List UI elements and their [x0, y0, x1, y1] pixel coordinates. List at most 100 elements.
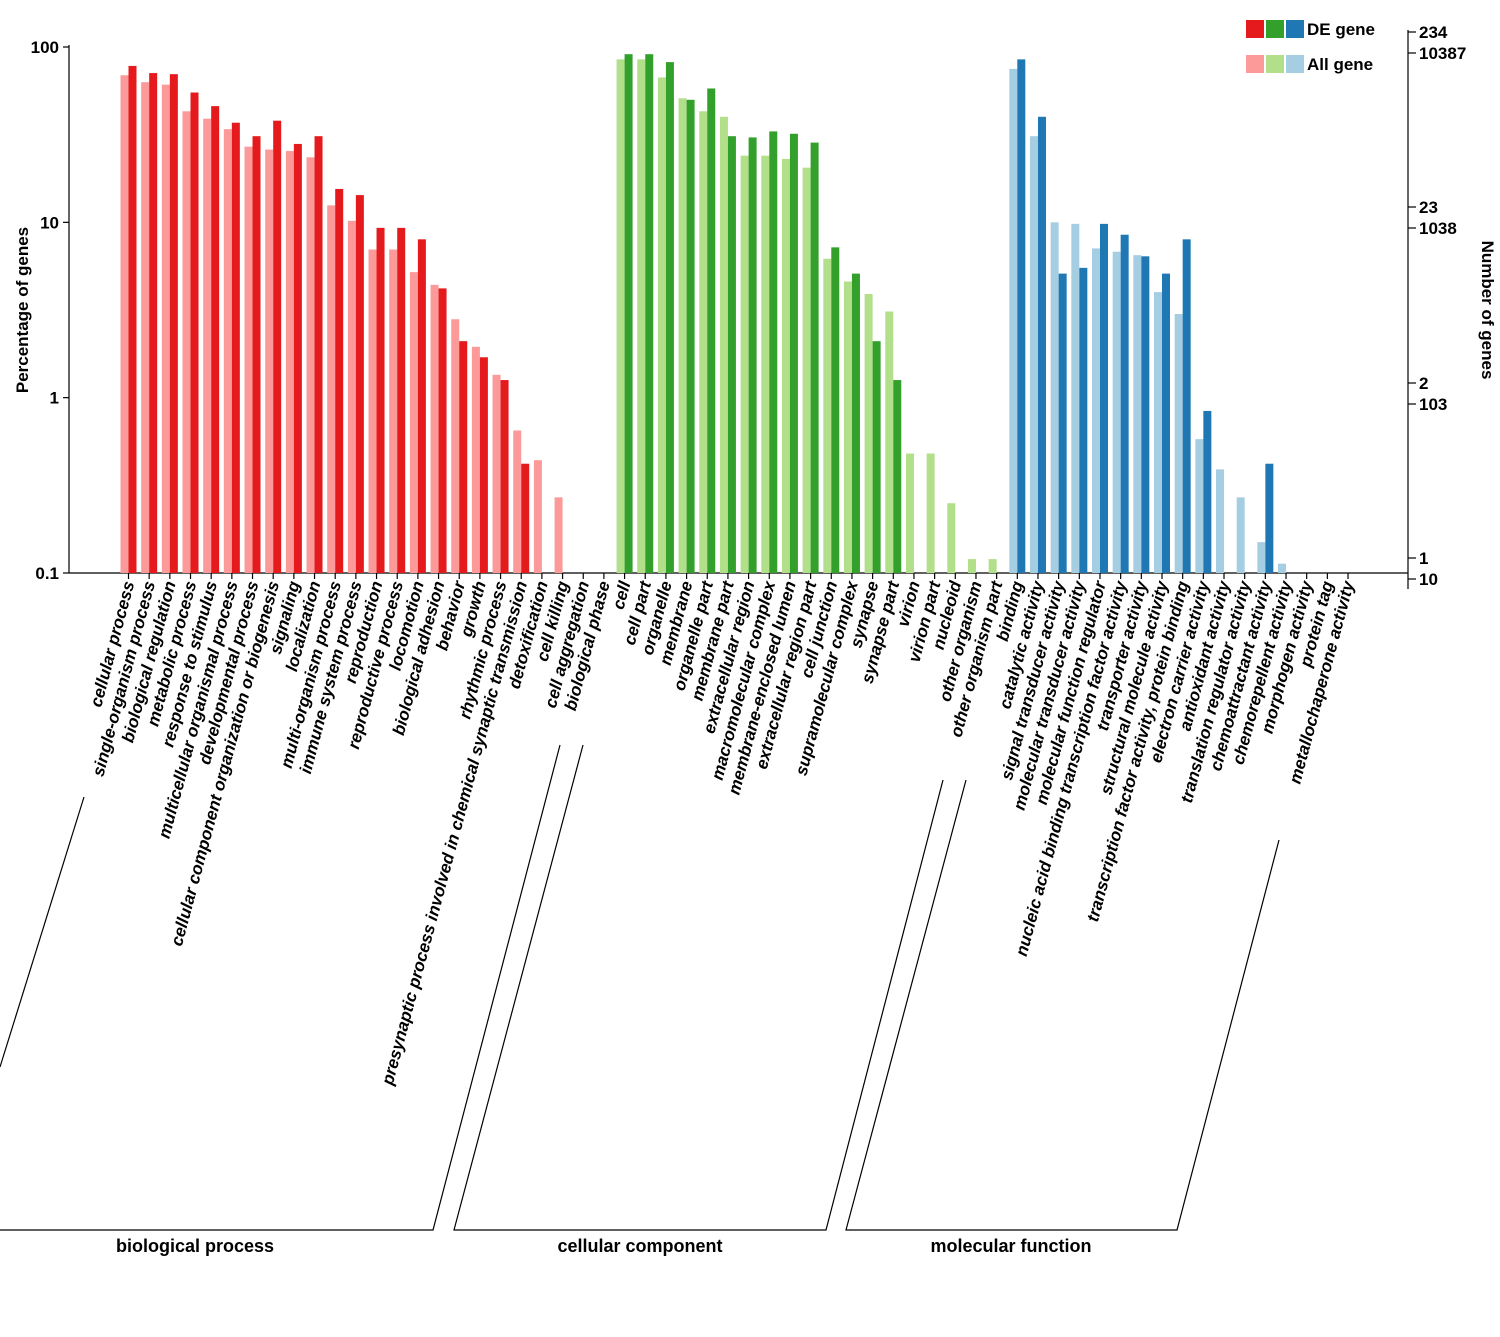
bar-de-metabolic-process — [190, 92, 199, 573]
bar-de-membrane-enclosed-lumen — [789, 133, 798, 573]
bar-all-locomotion — [409, 272, 418, 573]
bar-all-rhythmic-process — [492, 374, 501, 573]
group-label-cellular-component: cellular component — [557, 1236, 722, 1256]
bar-de-catalytic-activity — [1037, 116, 1046, 573]
bar-de-biological-regulation — [169, 74, 178, 573]
bar-all-other-organism — [967, 559, 976, 573]
bar-all-biological-regulation — [161, 84, 170, 574]
bar-de-locomotion — [417, 239, 426, 573]
bar-all-chemoattractant-activity — [1257, 542, 1266, 573]
bar-all-detoxification — [533, 460, 542, 573]
bar-all-catalytic-activity — [1029, 136, 1038, 573]
y-tick-label: 1 — [50, 389, 59, 408]
bar-de-synapse-part — [893, 380, 902, 573]
bar-all-cell — [616, 59, 625, 573]
bracket-cellular-component — [453, 744, 944, 1231]
bar-de-molecular-transducer-activity — [1079, 267, 1088, 573]
bar-all-virion-part — [926, 453, 935, 573]
bar-all-molecular-function-regulator — [1091, 248, 1100, 573]
bar-de-reproduction — [376, 227, 385, 574]
bar-all-localization — [306, 157, 315, 573]
right-tick-label-all: 1038 — [1419, 219, 1457, 238]
bar-de-membrane — [686, 99, 695, 574]
legend-swatch-all — [1266, 55, 1284, 73]
bar-all-reproduction — [368, 249, 377, 574]
bar-de-signaling — [293, 143, 302, 573]
right-tick-label-de: 2 — [1419, 374, 1428, 393]
bar-de-cellular-component-organization-or-biogenesis — [273, 120, 282, 573]
y-tick-label: 10 — [40, 213, 59, 232]
bar-de-nucleic-acid-binding-transcription-factor-activity — [1120, 234, 1129, 573]
bar-all-cellular-component-organization-or-biogenesis — [265, 149, 274, 573]
bar-all-immune-system-process — [347, 220, 356, 573]
bar-all-supramolecular-complex — [843, 281, 852, 573]
right-tick-label-de: 23 — [1419, 198, 1438, 217]
group-label-molecular-function: molecular function — [930, 1236, 1091, 1256]
legend-label-de: DE gene — [1307, 20, 1375, 39]
bar-de-macromolecular-complex — [769, 131, 778, 573]
bar-de-extracellular-region-part — [810, 142, 819, 573]
bar-all-electron-carrier-activity — [1195, 439, 1204, 573]
right-axis-title: Number of genes — [1478, 241, 1497, 380]
bar-all-chemorepellent-activity — [1278, 563, 1287, 573]
bar-de-molecular-function-regulator — [1099, 223, 1108, 573]
bar-de-binding — [1017, 59, 1026, 573]
bar-all-nucleic-acid-binding-transcription-factor-activity — [1112, 251, 1121, 573]
bar-all-cell-killing — [554, 497, 563, 573]
bar-de-synapse — [872, 341, 881, 573]
bar-all-growth — [471, 346, 480, 573]
bar-all-molecular-transducer-activity — [1071, 223, 1080, 573]
y-tick-label: 100 — [31, 38, 59, 57]
legend-swatch-de — [1286, 20, 1304, 38]
bar-de-biological-adhesion — [438, 288, 447, 573]
bar-all-macromolecular-complex — [761, 155, 770, 574]
bar-all-cell-junction — [823, 258, 832, 573]
bar-all-single-organism-process — [141, 82, 150, 574]
bar-de-rhythmic-process — [500, 380, 509, 573]
bar-de-response-to-stimulus — [211, 106, 220, 573]
bar-all-presynaptic-process-involved-in-chemical-synaptic-transmission — [513, 430, 522, 573]
bracket-molecular-function — [845, 779, 1280, 1231]
bar-de-chemoattractant-activity — [1265, 463, 1274, 573]
bar-all-extracellular-region-part — [802, 167, 811, 573]
bar-de-organelle-part — [707, 88, 716, 574]
bar-de-presynaptic-process-involved-in-chemical-synaptic-transmission — [521, 463, 530, 573]
bar-all-antioxidant-activity — [1216, 469, 1225, 573]
bar-all-signaling — [285, 151, 294, 573]
bar-all-virion — [905, 453, 914, 573]
bar-de-behavior — [459, 341, 468, 573]
bar-de-structural-molecule-activity — [1162, 273, 1170, 573]
bar-all-multi-organism-process — [327, 205, 336, 573]
bar-all-translation-regulator-activity — [1236, 497, 1245, 573]
right-tick-label-de: 1 — [1419, 549, 1428, 568]
legend-swatch-all — [1286, 55, 1304, 73]
legend-label-all: All gene — [1307, 55, 1373, 74]
y-axis-title: Percentage of genes — [13, 227, 32, 393]
bar-all-binding — [1009, 68, 1018, 574]
bar-all-extracellular-region — [740, 155, 749, 574]
bar-de-multi-organism-process — [335, 188, 344, 573]
bar-de-localization — [314, 136, 323, 573]
bar-all-biological-adhesion — [430, 284, 439, 573]
bar-de-membrane-part — [727, 136, 736, 573]
bar-de-cell-part — [645, 54, 654, 574]
bar-de-extracellular-region — [748, 137, 757, 573]
bar-all-signal-transducer-activity — [1050, 222, 1059, 574]
bar-de-cell — [624, 54, 633, 574]
bar-all-reproductive-process — [389, 249, 398, 574]
bar-de-organelle — [665, 62, 674, 574]
bar-all-nucleoid — [947, 503, 956, 573]
bar-de-signal-transducer-activity — [1058, 273, 1067, 573]
bar-de-multicellular-organismal-process — [231, 122, 240, 574]
bar-de-supramolecular-complex — [851, 273, 860, 573]
bar-de-immune-system-process — [355, 195, 364, 573]
legend-swatch-de — [1246, 20, 1264, 38]
bar-all-behavior — [451, 319, 460, 573]
right-tick-label-all: 10387 — [1419, 44, 1466, 63]
bar-all-response-to-stimulus — [203, 118, 212, 573]
legend-swatch-de — [1266, 20, 1284, 38]
right-tick-label-all: 10 — [1419, 570, 1438, 589]
bar-all-cell-part — [637, 59, 646, 573]
bar-all-organelle-part — [699, 111, 708, 573]
bracket-biological-process — [0, 744, 561, 1231]
